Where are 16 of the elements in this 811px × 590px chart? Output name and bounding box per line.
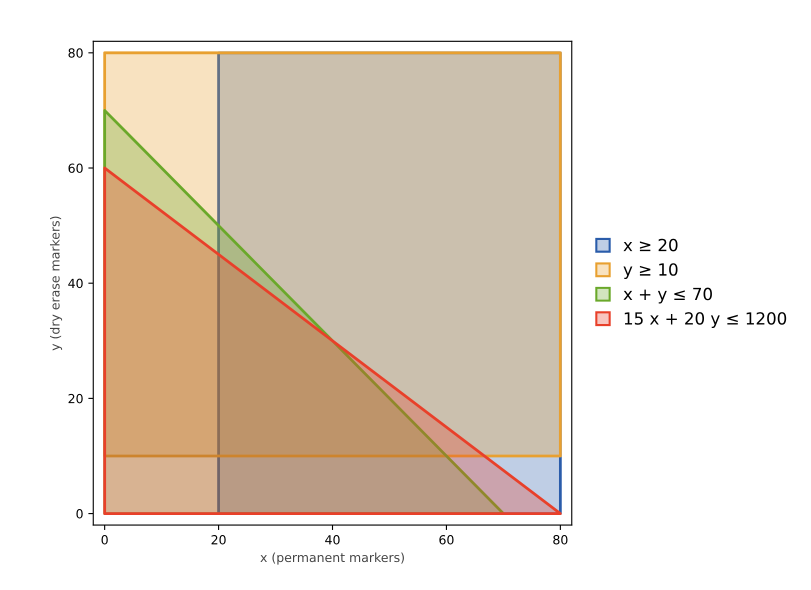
x-tick-label: 60 xyxy=(439,535,454,544)
legend-label: x + y ≤ 70 xyxy=(623,288,712,304)
x-tick-label: 40 xyxy=(325,535,340,544)
y-tick-label: 0 xyxy=(76,509,83,519)
legend-label: 15 x + 20 y ≤ 1200 xyxy=(624,312,786,328)
x-tick-label: 80 xyxy=(553,535,568,544)
y-tick-label: 40 xyxy=(68,278,83,288)
x-tick-label: 0 xyxy=(102,535,108,544)
y-tick-label: 20 xyxy=(68,394,83,404)
legend-label: y ≥ 10 xyxy=(623,263,678,280)
legend-label: x ≥ 20 xyxy=(623,238,678,252)
y-axis-title: y (dry erase markers) xyxy=(50,216,62,350)
x-tick-label: 20 xyxy=(212,535,226,544)
x-axis-title: x (permanent markers) xyxy=(260,552,404,565)
y-tick-label: 60 xyxy=(68,163,83,173)
y-tick-label: 80 xyxy=(68,48,83,58)
